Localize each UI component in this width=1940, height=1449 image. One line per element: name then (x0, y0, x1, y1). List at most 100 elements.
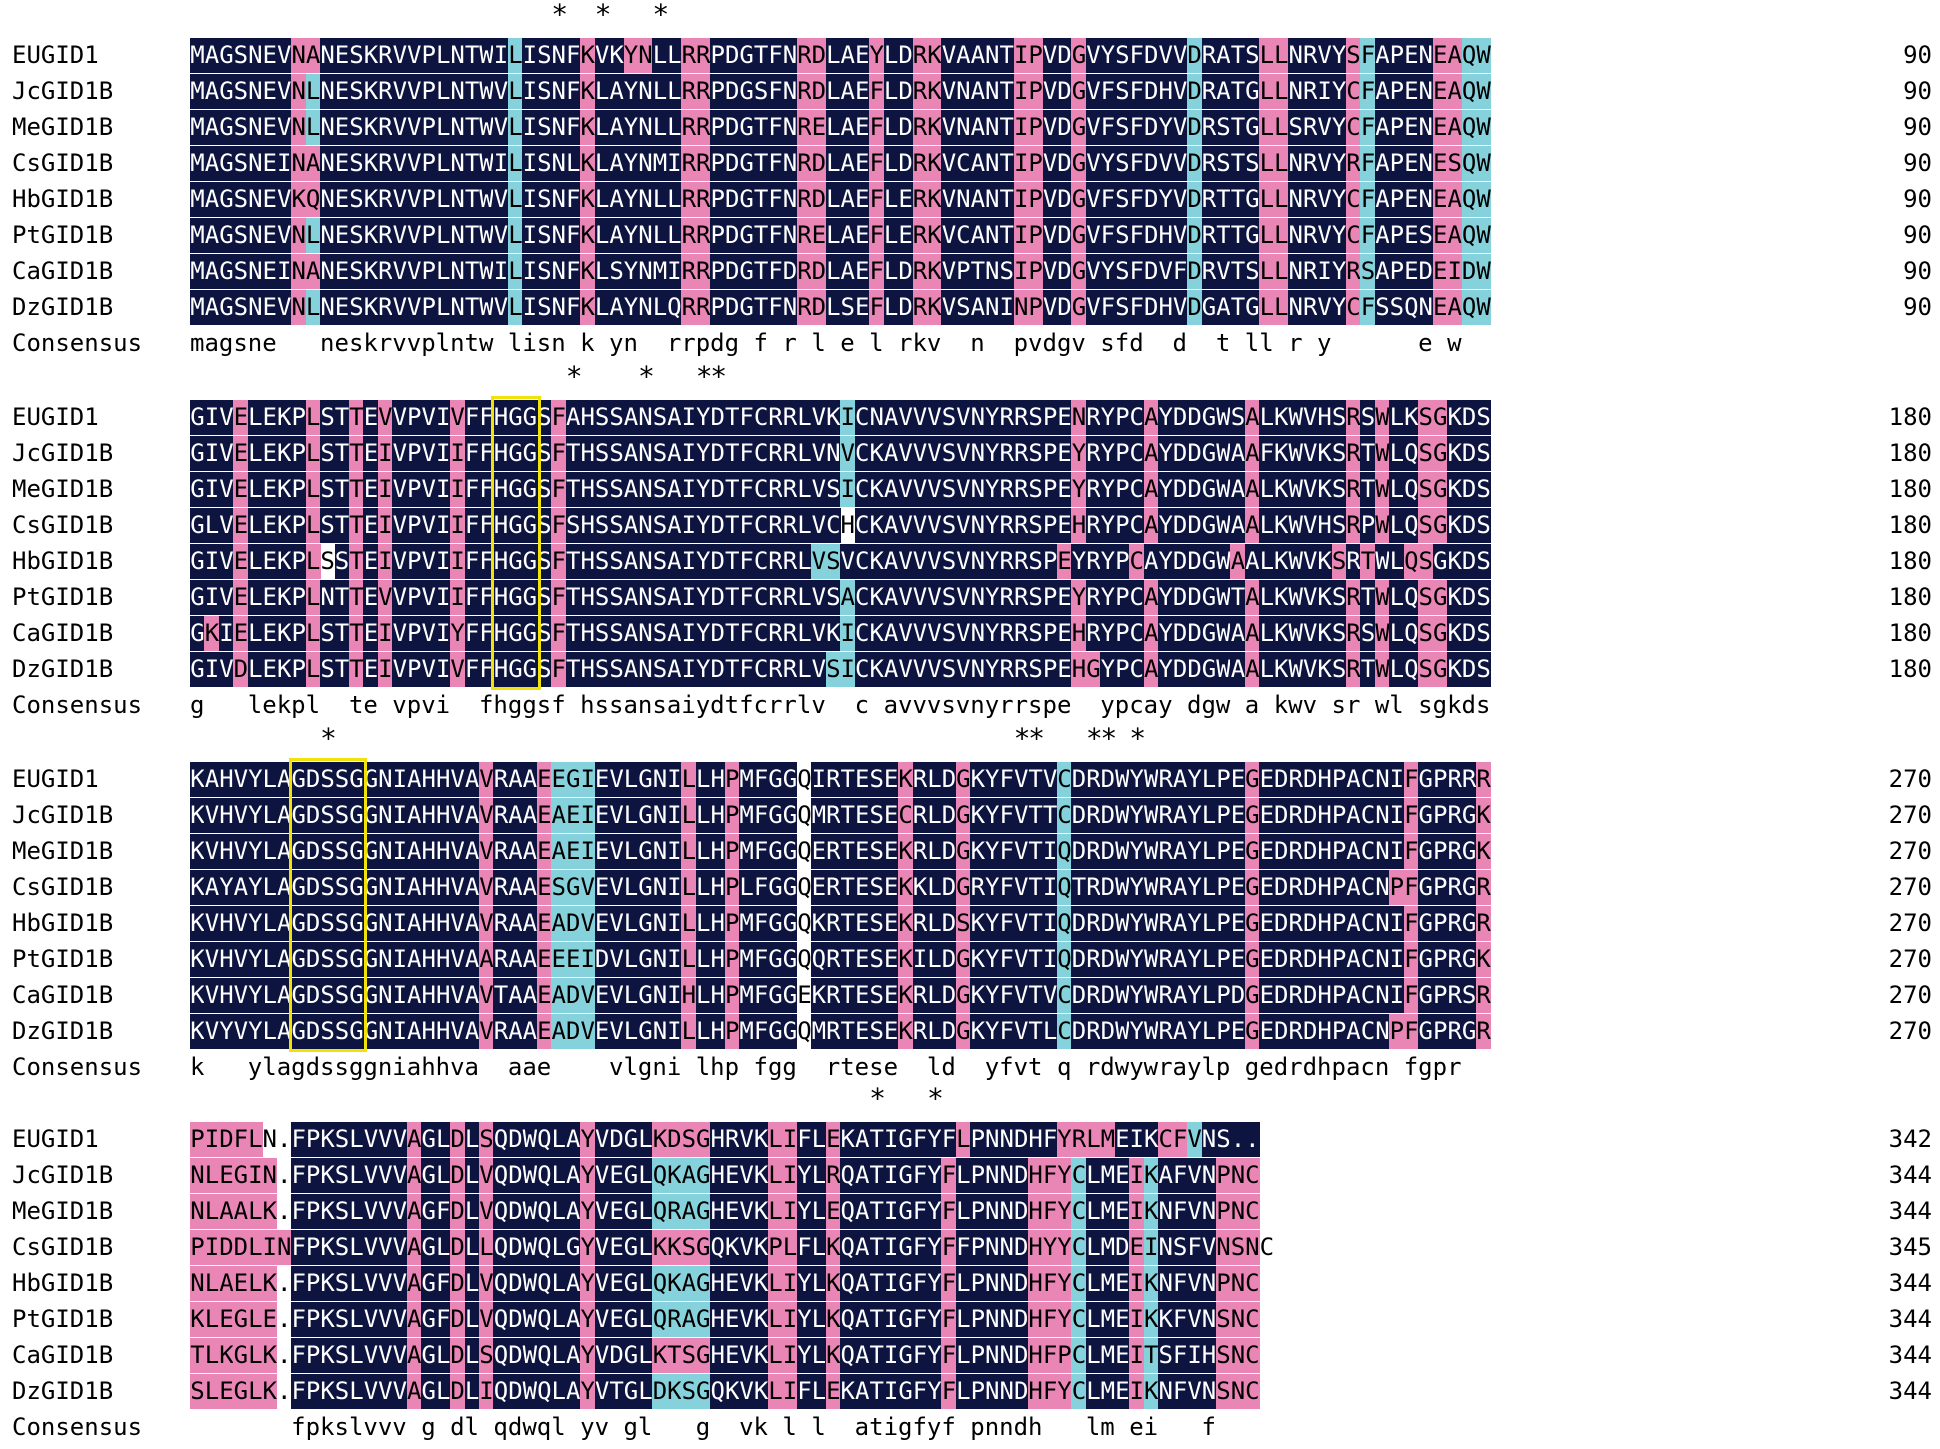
residue: E (262, 544, 278, 579)
residue: L (768, 1302, 784, 1337)
residue: Y (984, 762, 1000, 797)
residue: S (1288, 110, 1304, 145)
residue: P (1215, 978, 1231, 1013)
residue: M (739, 798, 755, 833)
residue: S (1028, 580, 1044, 615)
residue: C (1057, 762, 1073, 797)
residue: A (840, 74, 856, 109)
residue: Y (695, 652, 711, 687)
residue: R (1346, 400, 1362, 435)
residue: N (247, 254, 263, 289)
residue: N (190, 1194, 206, 1229)
residue: E (1403, 74, 1419, 109)
residue: R (1288, 906, 1304, 941)
residue: G (768, 942, 784, 977)
residue: L (883, 146, 899, 181)
residue: Y (1100, 508, 1116, 543)
residue: Y (984, 870, 1000, 905)
residue: V (392, 580, 408, 615)
residue: D (724, 38, 740, 73)
residue: N (291, 218, 307, 253)
residue: G (421, 1266, 437, 1301)
residue: S (941, 472, 957, 507)
residue: Y (1158, 182, 1174, 217)
residue: S (1114, 254, 1130, 289)
residue: K (262, 1194, 278, 1229)
residue: P (406, 544, 422, 579)
residue: I (1389, 762, 1405, 797)
residue: I (580, 834, 596, 869)
residue: A (565, 400, 581, 435)
residue: N (320, 254, 336, 289)
residue: P (1042, 508, 1058, 543)
residue: D (811, 182, 827, 217)
residue: D (724, 182, 740, 217)
residue: W (1215, 508, 1231, 543)
residue: A (204, 218, 220, 253)
residue: A (1172, 906, 1188, 941)
residue: K (580, 182, 596, 217)
residue: V (276, 74, 292, 109)
residue: G (695, 1374, 711, 1409)
residue: N (291, 290, 307, 325)
residue: V (1172, 146, 1188, 181)
residue: L (666, 74, 682, 109)
sequence-end-position: 270 (1888, 765, 1932, 793)
residue: I (1013, 218, 1029, 253)
residue: S (334, 906, 350, 941)
residue: G (1244, 978, 1260, 1013)
residue: G (1201, 436, 1217, 471)
residue: K (825, 616, 841, 651)
residue: G (291, 762, 307, 797)
residue: F (1360, 74, 1376, 109)
residue: G (695, 1158, 711, 1193)
residue: A (276, 942, 292, 977)
residue: S (1114, 218, 1130, 253)
residue: L (262, 798, 278, 833)
residue: S (1418, 616, 1434, 651)
residue: L (1201, 1014, 1217, 1049)
residue: V (739, 1266, 755, 1301)
sequence-name: HbGID1B (12, 185, 114, 213)
residue: L (435, 1122, 451, 1157)
residue: D (305, 798, 321, 833)
residue: G (218, 110, 234, 145)
residue: D (1461, 652, 1477, 687)
residue: I (681, 436, 697, 471)
residue: R (796, 74, 812, 109)
residue: N (1071, 400, 1087, 435)
residue: P (724, 906, 740, 941)
residue: D (1057, 38, 1073, 73)
residue: E (1403, 254, 1419, 289)
residue: W (479, 38, 495, 73)
residue: S (1476, 652, 1492, 687)
residue: G (1244, 834, 1260, 869)
residue: D (1187, 580, 1203, 615)
conserved-site-marker: * (551, 0, 569, 31)
residue: F (435, 1302, 451, 1337)
residue: S (1230, 400, 1246, 435)
residue: R (695, 254, 711, 289)
residue: K (869, 436, 885, 471)
residue: I (493, 146, 509, 181)
residue: T (840, 762, 856, 797)
residue: H (580, 544, 596, 579)
residue: T (1360, 436, 1376, 471)
residue: D (898, 254, 914, 289)
residue: F (869, 146, 885, 181)
residue: G (507, 544, 523, 579)
residue: A (233, 1194, 249, 1229)
residue: D (1461, 400, 1477, 435)
residue: Y (1158, 544, 1174, 579)
residue: V (1317, 38, 1333, 73)
sequence-end-position: 180 (1888, 547, 1932, 575)
residue: E (854, 254, 870, 289)
residue: L (1201, 906, 1217, 941)
residue: D (1143, 38, 1159, 73)
residue: E (724, 1194, 740, 1229)
residue: R (768, 544, 784, 579)
residue: V (218, 436, 234, 471)
residue: Y (1071, 472, 1087, 507)
residue: E (854, 182, 870, 217)
residue: S (1028, 544, 1044, 579)
